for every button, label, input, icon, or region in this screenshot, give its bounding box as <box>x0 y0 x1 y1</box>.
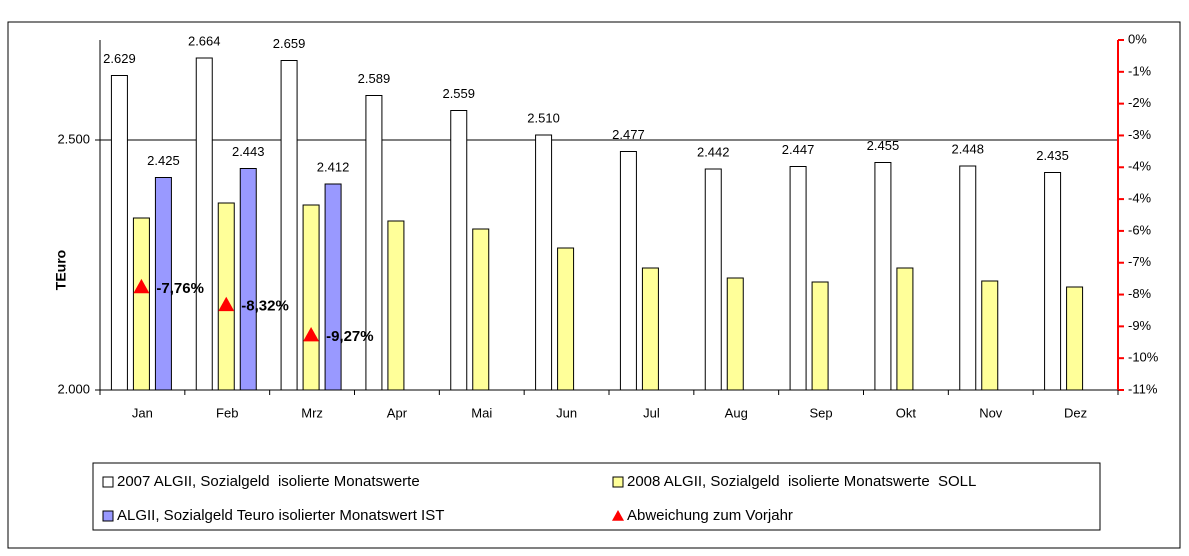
bar <box>535 134 553 391</box>
x-tick-label: Okt <box>896 405 917 420</box>
y2-tick-label: 0% <box>1128 31 1147 46</box>
bar <box>959 165 977 391</box>
data-label: 2.412 <box>317 159 350 174</box>
bar <box>896 267 914 391</box>
bar <box>641 267 659 391</box>
x-tick-label: Aug <box>725 405 748 420</box>
y2-tick-label: -10% <box>1128 350 1159 365</box>
data-label: 2.559 <box>442 86 475 101</box>
bar <box>280 60 298 391</box>
y2-tick-label: -7% <box>1128 254 1152 269</box>
bar <box>132 217 150 391</box>
y2-tick-label: -8% <box>1128 286 1152 301</box>
bar <box>557 247 575 391</box>
x-tick-label: Jun <box>556 405 577 420</box>
bar <box>726 277 744 391</box>
legend-label: 2008 ALGII, Sozialgeld isolierte Monatsw… <box>627 473 976 490</box>
legend-label: ALGII, Sozialgeld Teuro isolierter Monat… <box>117 507 444 524</box>
data-label: -8,32% <box>241 298 289 315</box>
y-tick-label: 2.000 <box>57 381 90 396</box>
data-label: 2.629 <box>103 51 136 66</box>
y-axis-title: TEuro <box>53 250 69 290</box>
legend-swatch <box>612 476 624 488</box>
bar <box>450 110 468 391</box>
legend-swatch <box>102 476 114 488</box>
bar <box>154 177 172 391</box>
bar <box>874 162 892 391</box>
data-label: -7,76% <box>156 280 204 297</box>
bar <box>1044 172 1062 391</box>
data-label: 2.477 <box>612 127 645 142</box>
data-label: 2.425 <box>147 153 180 168</box>
bar <box>789 166 807 391</box>
x-tick-label: Apr <box>387 405 408 420</box>
bar <box>324 183 342 391</box>
bar <box>217 202 235 391</box>
bar <box>811 281 829 391</box>
data-label: 2.664 <box>188 33 221 48</box>
legend-box <box>92 462 1101 531</box>
legend-label: 2007 ALGII, Sozialgeld isolierte Monatsw… <box>117 473 420 490</box>
y2-tick-label: -11% <box>1128 381 1158 396</box>
bar <box>619 151 637 391</box>
data-label: 2.589 <box>358 71 391 86</box>
bar <box>704 168 722 391</box>
data-label: 2.435 <box>1036 148 1069 163</box>
legend-label: Abweichung zum Vorjahr <box>627 507 793 524</box>
data-label: -9,27% <box>326 328 374 345</box>
x-tick-label: Feb <box>216 405 238 420</box>
data-label: 2.443 <box>232 144 265 159</box>
bar <box>1066 286 1084 391</box>
x-tick-label: Nov <box>979 405 1003 420</box>
y2-tick-label: -2% <box>1128 95 1152 110</box>
x-tick-label: Mrz <box>301 405 323 420</box>
bar <box>195 57 213 391</box>
y2-tick-label: -4% <box>1128 191 1152 206</box>
x-tick-label: Dez <box>1064 405 1087 420</box>
bar <box>981 280 999 391</box>
bar <box>472 228 490 391</box>
bar <box>365 95 383 391</box>
y2-tick-label: -1% <box>1128 63 1152 78</box>
x-tick-label: Mai <box>471 405 492 420</box>
bar <box>110 75 128 391</box>
data-label: 2.448 <box>951 141 984 156</box>
legend-swatch <box>102 510 114 522</box>
legend-swatch <box>612 510 624 521</box>
x-tick-label: Jan <box>132 405 153 420</box>
marker <box>218 296 235 312</box>
data-label: 2.455 <box>867 138 900 153</box>
bar <box>387 220 405 391</box>
data-label: 2.442 <box>697 144 730 159</box>
bar <box>239 168 257 391</box>
data-label: 2.447 <box>782 142 815 157</box>
marker <box>303 326 320 342</box>
data-label: 2.510 <box>527 110 560 125</box>
marker <box>133 278 150 294</box>
y-tick-label: 2.500 <box>57 131 90 146</box>
bar <box>302 204 320 391</box>
x-tick-label: Jul <box>643 405 660 420</box>
x-tick-label: Sep <box>810 405 833 420</box>
data-label: 2.659 <box>273 36 306 51</box>
y2-tick-label: -3% <box>1128 127 1152 142</box>
y2-tick-label: -4% <box>1128 159 1152 174</box>
y2-tick-label: -9% <box>1128 318 1152 333</box>
y2-tick-label: -6% <box>1128 222 1152 237</box>
